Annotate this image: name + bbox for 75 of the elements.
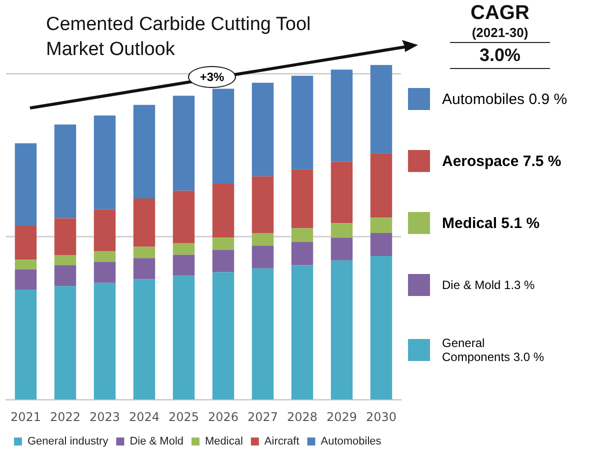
bar (330, 238, 353, 260)
bar (54, 255, 76, 266)
x-tick-label: 2022 (50, 410, 81, 424)
x-tick-label: 2028 (286, 410, 318, 424)
bar (370, 65, 392, 154)
text: Die & Mold 1.3 % (442, 278, 535, 292)
x-tick-label: 2024 (128, 410, 160, 424)
bar (252, 246, 274, 268)
bar (94, 282, 116, 400)
bar (133, 258, 156, 280)
bar (330, 70, 353, 162)
bar (133, 198, 156, 247)
text: Automobiles 0.9 % (442, 90, 568, 108)
chart-title: Cemented Carbide Cutting Tool Market Outlook (46, 13, 312, 62)
legend-label: Automobiles (320, 436, 382, 448)
bar (330, 162, 353, 224)
bar (94, 116, 116, 210)
bar (133, 104, 156, 199)
bar (252, 268, 274, 400)
bar (252, 232, 274, 246)
bar (94, 251, 116, 262)
bar (133, 279, 156, 400)
x-tick-label: 2025 (168, 410, 200, 424)
bar (172, 96, 195, 191)
bar (330, 223, 353, 238)
x-tick-label: 2029 (326, 410, 358, 424)
bar (212, 272, 234, 400)
bar (252, 176, 274, 233)
bar (370, 256, 392, 400)
annotation: +3% (188, 66, 236, 88)
x-tick-label: 2026 (208, 410, 239, 424)
bar (252, 82, 274, 176)
bar (291, 228, 314, 242)
x-tick-label: 2030 (366, 410, 397, 424)
bar (54, 286, 76, 400)
bar (54, 124, 76, 218)
bar (330, 260, 353, 400)
bar (14, 226, 37, 260)
bar (14, 290, 37, 400)
bar (54, 218, 76, 256)
bar (291, 76, 314, 170)
legend-label: Medical (205, 436, 243, 448)
text: CAGR (470, 2, 530, 25)
x-tick-label: 2021 (10, 410, 42, 424)
legend-label: General industry (28, 436, 109, 448)
bar (291, 265, 314, 400)
text: Aerospace 7.5 % (442, 152, 562, 170)
bar (14, 260, 37, 270)
bar (133, 246, 156, 258)
bar (172, 276, 195, 400)
bar (212, 88, 234, 184)
x-tick-label: 2027 (247, 410, 278, 424)
bar (212, 183, 234, 238)
bar (14, 143, 37, 226)
bar (172, 254, 195, 276)
bar (54, 265, 76, 286)
bar (212, 250, 234, 272)
legend-label: Aircraft (264, 436, 300, 448)
x-tick-label: 2023 (89, 410, 120, 424)
text: Medical 5.1 % (442, 214, 540, 232)
bar (14, 269, 37, 290)
bar (212, 238, 234, 250)
bar (370, 232, 392, 256)
legend-label: Die & Mold (130, 436, 184, 448)
bar (172, 243, 195, 255)
text: (2021-30) (450, 25, 550, 43)
text: 3.0% (450, 43, 550, 69)
bar (370, 153, 392, 218)
bar (94, 209, 116, 252)
bar (172, 190, 195, 244)
text: General Components 3.0 % (442, 336, 546, 364)
bar (370, 218, 392, 233)
bar (291, 169, 314, 228)
bar (94, 262, 116, 283)
bar (291, 242, 314, 266)
